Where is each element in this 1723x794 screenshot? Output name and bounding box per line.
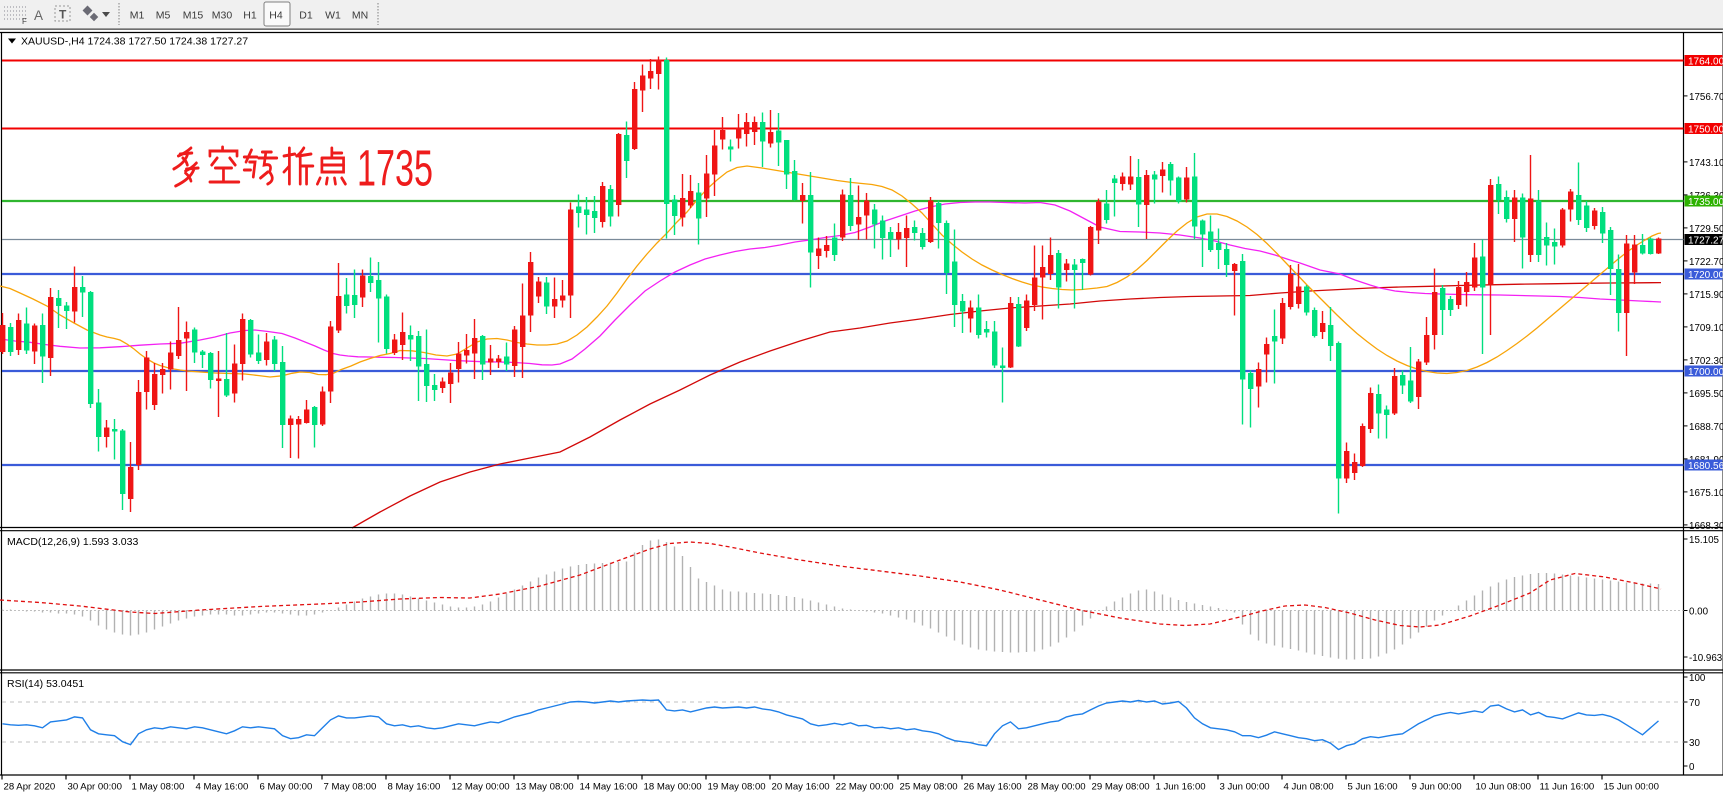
- svg-text:A: A: [34, 8, 43, 23]
- svg-text:1720.00: 1720.00: [1688, 270, 1723, 281]
- svg-text:MN: MN: [352, 10, 368, 22]
- svg-text:F: F: [22, 17, 27, 26]
- svg-text:MACD(12,26,9) 1.593 3.033: MACD(12,26,9) 1.593 3.033: [7, 536, 138, 548]
- svg-text:18 May 00:00: 18 May 00:00: [644, 782, 702, 793]
- svg-text:4 May 16:00: 4 May 16:00: [196, 782, 249, 793]
- svg-text:0.00: 0.00: [1689, 607, 1709, 618]
- svg-text:9 Jun 00:00: 9 Jun 00:00: [1412, 782, 1462, 793]
- svg-text:25 May 08:00: 25 May 08:00: [900, 782, 958, 793]
- svg-text:1688.70: 1688.70: [1689, 422, 1723, 433]
- svg-text:7 May 08:00: 7 May 08:00: [324, 782, 377, 793]
- svg-text:XAUUSD-,H4 1724.38 1727.50 17: XAUUSD-,H4 1724.38 1727.50 1724.38 1727.…: [21, 36, 248, 48]
- svg-text:1680.56: 1680.56: [1688, 461, 1723, 472]
- svg-text:20 May 16:00: 20 May 16:00: [772, 782, 830, 793]
- svg-text:1743.10: 1743.10: [1689, 158, 1723, 169]
- svg-text:H4: H4: [269, 10, 283, 22]
- svg-text:D1: D1: [299, 10, 313, 22]
- svg-text:1700.00: 1700.00: [1688, 367, 1723, 378]
- svg-text:W1: W1: [325, 10, 341, 22]
- svg-text:1668.30: 1668.30: [1689, 521, 1723, 532]
- svg-text:28 May 00:00: 28 May 00:00: [1028, 782, 1086, 793]
- svg-text:T: T: [59, 8, 67, 22]
- svg-text:M5: M5: [156, 10, 171, 22]
- svg-text:1729.50: 1729.50: [1689, 224, 1723, 235]
- svg-text:5 Jun 16:00: 5 Jun 16:00: [1348, 782, 1398, 793]
- svg-text:M30: M30: [212, 10, 233, 22]
- svg-text:1722.70: 1722.70: [1689, 257, 1723, 268]
- svg-text:-10.963: -10.963: [1689, 653, 1723, 664]
- svg-text:19 May 08:00: 19 May 08:00: [708, 782, 766, 793]
- svg-text:1675.10: 1675.10: [1689, 488, 1723, 499]
- svg-text:4 Jun 08:00: 4 Jun 08:00: [1284, 782, 1334, 793]
- svg-text:1735.00: 1735.00: [1688, 197, 1723, 208]
- svg-text:26 May 16:00: 26 May 16:00: [964, 782, 1022, 793]
- svg-text:1695.50: 1695.50: [1689, 389, 1723, 400]
- svg-text:8 May 16:00: 8 May 16:00: [388, 782, 441, 793]
- svg-text:1715.90: 1715.90: [1689, 290, 1723, 301]
- svg-text:10 Jun 08:00: 10 Jun 08:00: [1476, 782, 1531, 793]
- svg-text:1727.27: 1727.27: [1688, 236, 1723, 247]
- svg-text:15.105: 15.105: [1689, 535, 1720, 546]
- svg-text:15 Jun 00:00: 15 Jun 00:00: [1604, 782, 1659, 793]
- svg-text:H1: H1: [243, 10, 257, 22]
- svg-text:3 Jun 00:00: 3 Jun 00:00: [1220, 782, 1270, 793]
- svg-text:14 May 16:00: 14 May 16:00: [580, 782, 638, 793]
- svg-text:12 May 00:00: 12 May 00:00: [452, 782, 510, 793]
- svg-text:1 May 08:00: 1 May 08:00: [132, 782, 185, 793]
- svg-text:1702.30: 1702.30: [1689, 356, 1723, 367]
- svg-text:0: 0: [1689, 762, 1695, 773]
- svg-text:1750.00: 1750.00: [1688, 125, 1723, 136]
- svg-text:30: 30: [1689, 738, 1700, 749]
- svg-text:6 May 00:00: 6 May 00:00: [260, 782, 313, 793]
- svg-text:28 Apr 2020: 28 Apr 2020: [4, 782, 56, 793]
- svg-text:1735: 1735: [357, 140, 433, 197]
- svg-text:M1: M1: [130, 10, 145, 22]
- svg-text:70: 70: [1689, 698, 1700, 709]
- svg-text:30 Apr 00:00: 30 Apr 00:00: [68, 782, 122, 793]
- svg-text:22 May 00:00: 22 May 00:00: [836, 782, 894, 793]
- svg-text:29 May 08:00: 29 May 08:00: [1092, 782, 1150, 793]
- svg-text:11 Jun 16:00: 11 Jun 16:00: [1540, 782, 1595, 793]
- svg-text:1764.00: 1764.00: [1688, 57, 1723, 68]
- svg-text:1 Jun 16:00: 1 Jun 16:00: [1156, 782, 1206, 793]
- svg-text:1709.10: 1709.10: [1689, 323, 1723, 334]
- svg-text:RSI(14) 53.0451: RSI(14) 53.0451: [7, 678, 84, 690]
- svg-text:1756.70: 1756.70: [1689, 92, 1723, 103]
- svg-text:M15: M15: [183, 10, 204, 22]
- svg-text:100: 100: [1689, 673, 1706, 684]
- svg-text:13 May 08:00: 13 May 08:00: [516, 782, 574, 793]
